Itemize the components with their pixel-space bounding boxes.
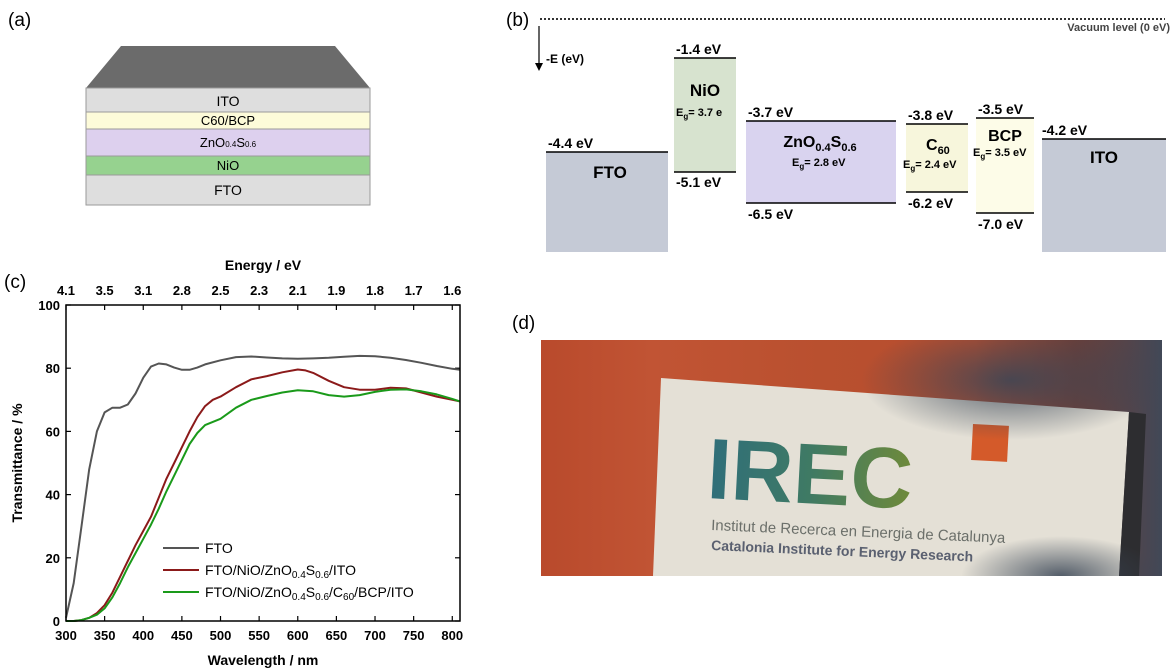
x-axis-title: Wavelength / nm: [208, 652, 319, 668]
series-line-zno-ito: [66, 368, 461, 622]
y-tick-label: 40: [46, 488, 60, 503]
band-ito-level-label: -4.2 eV: [1042, 122, 1088, 138]
panel-label-d: (d): [512, 313, 536, 334]
panel-label-a: (a): [8, 10, 32, 31]
energy-axis-arrowhead: [535, 63, 543, 71]
top-axis-title: Energy / eV: [225, 257, 302, 273]
band-nio-block: [674, 58, 736, 172]
photo-irec-sign: IREC Institut de Recerca en Energia de C…: [541, 340, 1162, 576]
y-axis-title: Transmittance / %: [9, 403, 25, 523]
band-nio-eg: Eg= 3.7 e: [676, 107, 722, 121]
y-tick-label: 20: [46, 551, 60, 566]
vacuum-level-label: Vacuum level (0 eV): [1067, 22, 1170, 34]
top-tick-label: 2.8: [173, 283, 191, 298]
sign-logo: IREC: [705, 421, 915, 528]
energy-axis-label: -E (eV): [546, 52, 584, 66]
layer-nio-label: NiO: [217, 158, 239, 173]
x-tick-label: 650: [326, 628, 348, 643]
series-line-full-stack: [66, 388, 461, 622]
top-tick-label: 3.1: [134, 283, 152, 298]
top-tick-label: 1.8: [366, 283, 384, 298]
photo-blur-shadow-lower: [961, 536, 1161, 576]
legend-label-fto: FTO: [205, 540, 233, 556]
band-c60-top-label: -3.8 eV: [908, 107, 954, 123]
band-zno-eg: Eg= 2.8 eV: [792, 157, 846, 171]
top-tick-label: 2.1: [289, 283, 307, 298]
sign-frame-right: [1119, 412, 1146, 576]
photo-blur-shadow: [861, 340, 1161, 440]
y-tick-label: 0: [53, 614, 60, 629]
top-tick-label: 1.9: [327, 283, 345, 298]
y-tick-label: 100: [38, 298, 60, 313]
layer-zno: [85, 128, 371, 157]
top-tick-label: 2.3: [250, 283, 268, 298]
layer-zno-label: ZnO0.4S0.6: [200, 135, 257, 150]
y-tick-label: 80: [46, 361, 60, 376]
x-tick-label: 550: [248, 628, 270, 643]
legend-label-zno-ito: FTO/NiO/ZnO0.4S0.6/ITO: [205, 562, 356, 581]
band-nio-bottom-label: -5.1 eV: [676, 174, 722, 190]
y-tick-label: 60: [46, 424, 60, 439]
x-tick-label: 400: [132, 628, 154, 643]
device-stack-diagram: ITO C60/BCP ZnO0.4S0.6 NiO FTO: [85, 46, 371, 206]
series-line-fto: [65, 354, 461, 619]
plot-frame: [65, 304, 461, 622]
panel-label-b: (b): [506, 10, 530, 31]
band-bcp-top-label: -3.5 eV: [978, 101, 1024, 117]
band-nio-top-label: -1.4 eV: [676, 41, 722, 57]
x-tick-label: 500: [210, 628, 232, 643]
band-c60-block: [906, 124, 968, 192]
band-bcp-bottom-label: -7.0 eV: [978, 216, 1024, 232]
x-tick-label: 350: [94, 628, 116, 643]
band-fto-level-label: -4.4 eV: [548, 135, 594, 151]
x-tick-label: 700: [364, 628, 386, 643]
x-tick-label: 600: [287, 628, 309, 643]
layer-ito: [85, 87, 371, 113]
band-zno-top-label: -3.7 eV: [748, 104, 794, 120]
band-bcp-block: [976, 118, 1034, 213]
legend-label-full-stack: FTO/NiO/ZnO0.4S0.6/C60/BCP/ITO: [205, 584, 414, 603]
legend: FTO FTO/NiO/ZnO0.4S0.6/ITO FTO/NiO/ZnO0.…: [163, 540, 414, 603]
top-tick-label: 3.5: [96, 283, 114, 298]
band-c60-bottom-label: -6.2 eV: [908, 195, 954, 211]
band-diagram: Vacuum level (0 eV) -E (eV) -4.4 eV FTO …: [535, 18, 1170, 252]
band-zno-block: [746, 121, 896, 203]
top-tick-label: 1.6: [443, 283, 461, 298]
band-zno-bottom-label: -6.5 eV: [748, 206, 794, 222]
top-tick-label: 1.7: [405, 283, 423, 298]
panel-label-c: (c): [4, 272, 27, 293]
layer-ito-label: ITO: [216, 93, 239, 109]
band-ito-name: ITO: [1090, 148, 1118, 167]
band-fto-block: [546, 152, 668, 252]
band-nio-name: NiO: [690, 81, 720, 100]
layer-fto: [85, 174, 371, 206]
top-tick-label: 4.1: [57, 283, 75, 298]
x-tick-label: 750: [403, 628, 425, 643]
band-c60-eg: Eg= 2.4 eV: [903, 159, 957, 173]
band-ito-block: [1042, 139, 1166, 252]
x-tick-label: 800: [441, 628, 463, 643]
x-tick-label: 450: [171, 628, 193, 643]
layer-c60-bcp-label: C60/BCP: [201, 113, 255, 128]
x-tick-label: 300: [55, 628, 77, 643]
band-fto-name: FTO: [593, 163, 627, 182]
band-bcp-name: BCP: [988, 128, 1022, 145]
band-zno-name: ZnO0.4S0.6: [783, 134, 856, 154]
layer-fto-label: FTO: [214, 182, 242, 198]
top-tick-label: 2.5: [211, 283, 229, 298]
band-bcp-eg: Eg= 3.5 eV: [973, 147, 1027, 161]
stack-top-face: [86, 46, 370, 88]
